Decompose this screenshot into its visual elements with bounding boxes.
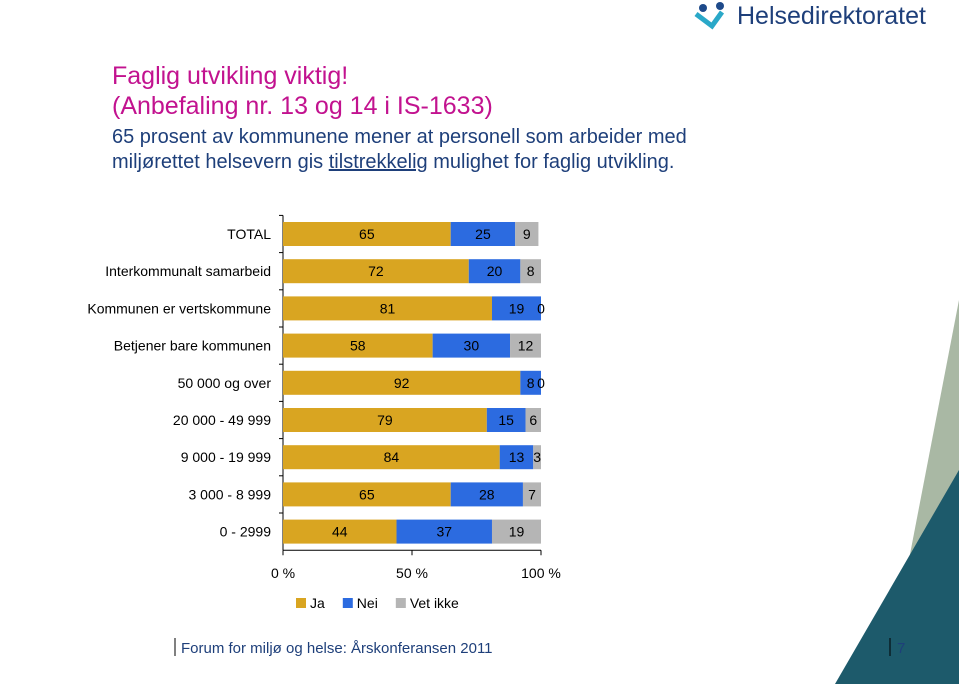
value-label: 6: [529, 412, 537, 428]
value-label: 9: [523, 226, 531, 242]
value-label: 19: [509, 300, 525, 316]
bar-segment: [486, 408, 526, 432]
value-label: 7: [528, 486, 536, 502]
bar-segment: [520, 370, 541, 395]
y-tick-label: 9 000 - 19 999: [181, 449, 272, 465]
value-label: 13: [509, 449, 525, 465]
y-tick-label: 0 - 2999: [220, 524, 272, 540]
bar-segment: [491, 296, 541, 321]
x-tick-label: 0 %: [271, 565, 295, 581]
bar-segment: [450, 222, 516, 246]
bar-segment: [499, 445, 534, 470]
y-tick-label: 20 000 - 49 999: [173, 412, 271, 428]
bar-segment: [515, 222, 539, 246]
value-label: 92: [394, 375, 410, 391]
value-label: 0: [537, 300, 545, 316]
value-label: 3: [533, 449, 541, 465]
bar-segment: [283, 333, 433, 358]
y-tick-label: Kommunen er vertskommune: [87, 300, 271, 316]
bar-segment: [283, 519, 397, 544]
x-tick-label: 50 %: [396, 565, 428, 581]
bar-segment: [491, 519, 541, 544]
value-label: 30: [464, 338, 480, 354]
value-label: 79: [377, 412, 393, 428]
logo-text: Helsedirektoratet: [737, 2, 926, 30]
bar-segment: [522, 482, 541, 507]
bar-segment: [450, 482, 523, 507]
bar-segment: [525, 408, 541, 432]
bar-segment: [283, 408, 487, 432]
bar-segment: [283, 370, 521, 395]
y-tick-label: TOTAL: [227, 226, 271, 242]
bar-segment: [283, 296, 492, 321]
bar-segment: [432, 333, 511, 358]
bar-segment: [396, 519, 492, 544]
x-tick-label: 100 %: [521, 565, 561, 581]
legend-label: Vet ikke: [410, 595, 459, 611]
subtitle-part: mulighet for faglig utvikling.: [433, 151, 674, 173]
value-label: 65: [359, 226, 375, 242]
y-tick-label: 3 000 - 8 999: [188, 486, 271, 502]
value-label: 25: [475, 226, 491, 242]
value-label: 65: [359, 486, 375, 502]
bar-segment: [468, 259, 521, 284]
bar-segment: [283, 259, 469, 284]
legend-swatch: [296, 598, 306, 608]
bar-segment: [283, 445, 500, 470]
y-tick-label: Betjener bare kommunen: [114, 338, 271, 354]
value-label: 12: [518, 338, 534, 354]
subtitle-part: miljørettet helsevern gis: [112, 151, 323, 173]
subtitle-emphasis: tilstrekkelig: [329, 151, 428, 173]
bar-segment: [283, 482, 451, 507]
value-label: 44: [332, 524, 348, 540]
value-label: 28: [479, 486, 495, 502]
value-label: 84: [384, 449, 400, 465]
title: Faglig utvikling viktig!: [112, 62, 348, 90]
value-label: 19: [509, 524, 525, 540]
plot: 0 % 50 % 100 % TOTAL 65 25 9 Interkommunalt sam…: [87, 214, 561, 611]
value-label: 0: [537, 375, 545, 391]
y-tick-label: Interkommunalt samarbeid: [105, 263, 271, 279]
bar-segment: [533, 445, 541, 470]
value-label: 72: [368, 263, 384, 279]
value-label: 20: [487, 263, 503, 279]
footer: Forum for miljø og helse: Årskonferansen…: [181, 640, 493, 657]
value-label: 8: [527, 375, 535, 391]
y-tick-label: 50 000 og over: [178, 375, 272, 391]
bar-segment: [520, 259, 541, 284]
legend-label: Ja: [310, 595, 325, 611]
page-number: 7: [897, 640, 905, 657]
legend-swatch: [342, 598, 353, 608]
bar-segment: [283, 222, 451, 246]
legend-label: Nei: [357, 595, 378, 611]
subtitle: 65 prosent av kommunene mener at persone…: [112, 126, 687, 148]
value-label: 58: [350, 338, 366, 354]
value-label: 15: [498, 412, 514, 428]
decoration: [835, 470, 959, 684]
subtitle: miljørettet helsevern gis tilstrekkelig …: [112, 151, 674, 173]
value-label: 8: [527, 263, 535, 279]
title: (Anbefaling nr. 13 og 14 i IS-1633): [112, 92, 493, 120]
logo-icon: [694, 2, 725, 30]
value-label: 81: [380, 300, 396, 316]
bar-segment: [510, 333, 541, 358]
legend-swatch: [395, 598, 406, 608]
value-label: 37: [436, 524, 452, 540]
